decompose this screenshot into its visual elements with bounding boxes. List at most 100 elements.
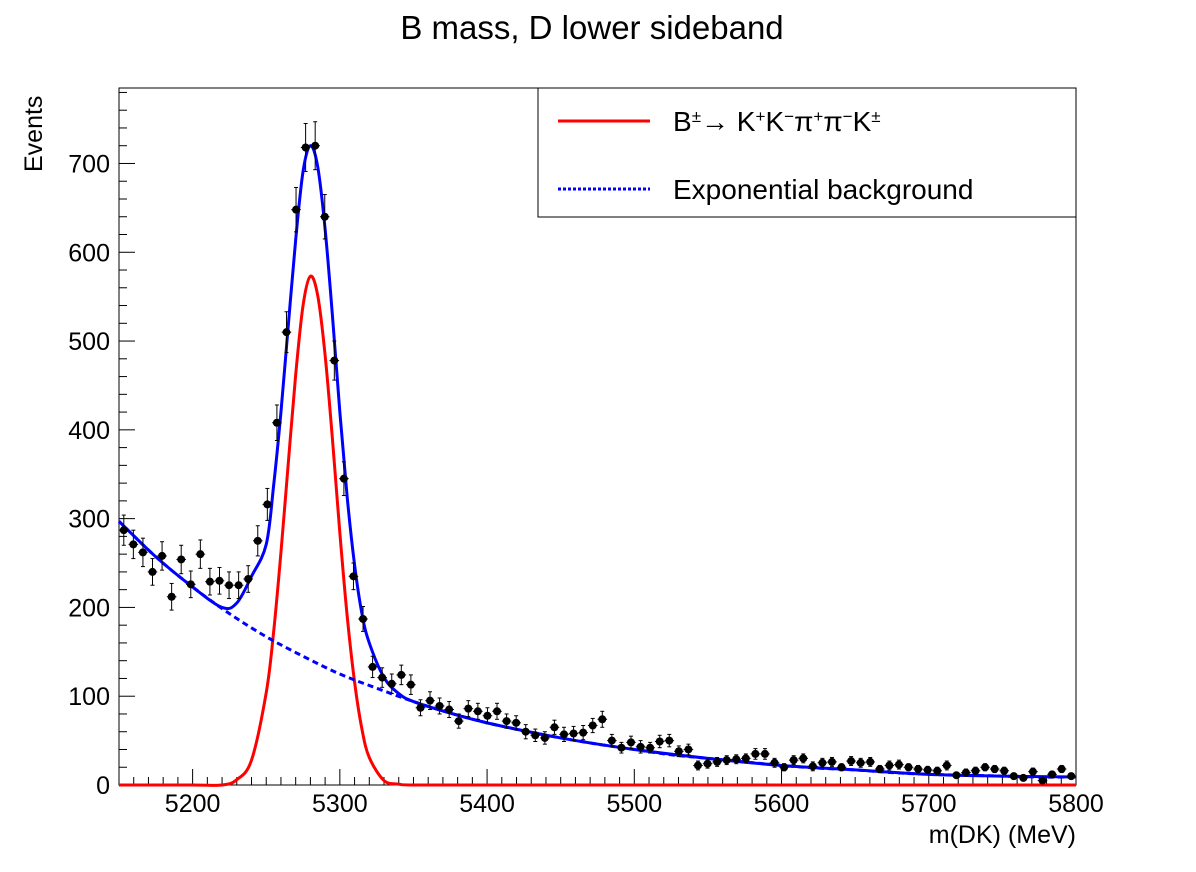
data-point	[310, 121, 320, 171]
data-point	[970, 766, 981, 775]
data-point	[846, 756, 856, 766]
data-point	[425, 691, 435, 711]
data-point	[674, 745, 684, 758]
data-point	[473, 702, 483, 720]
data-point	[568, 725, 579, 742]
legend-label: B±→ K+K−π+π−K±	[673, 106, 881, 137]
signal-curve	[118, 274, 1076, 787]
data-point	[1028, 767, 1038, 776]
data-point	[176, 544, 186, 575]
data-point	[396, 664, 407, 686]
data-point	[501, 713, 512, 729]
data-point	[635, 740, 646, 754]
x-tick-label: 5200	[165, 790, 221, 818]
data-point	[492, 702, 502, 720]
data-point	[741, 753, 751, 764]
data-point	[415, 699, 426, 717]
data-point	[185, 570, 196, 599]
legend-entry: B±→ K+K−π+π−K±	[558, 106, 881, 137]
data-point	[817, 757, 828, 768]
data-point	[932, 766, 943, 775]
x-tick-label: 5400	[459, 790, 515, 818]
data-point	[1009, 772, 1019, 781]
data-point	[540, 731, 550, 745]
legend-entry: Exponential background	[558, 174, 973, 205]
data-point	[272, 404, 282, 441]
data-point	[913, 764, 923, 774]
data-point	[205, 567, 215, 596]
data-point	[961, 768, 971, 777]
data-point	[626, 735, 636, 750]
x-tick-label: 5800	[1048, 790, 1104, 818]
data-point	[1018, 773, 1029, 782]
y-tick-label: 100	[68, 683, 110, 711]
data-point	[195, 539, 206, 569]
data-point	[319, 194, 330, 240]
data-point	[1047, 770, 1057, 779]
data-point	[942, 760, 952, 771]
data-point	[224, 571, 234, 600]
data-point	[721, 755, 732, 766]
y-tick-label: 500	[68, 328, 110, 356]
data-point	[128, 529, 139, 560]
data-point	[262, 487, 273, 521]
data-point	[855, 757, 866, 768]
data-point	[836, 763, 847, 772]
data-point	[999, 766, 1010, 775]
data-point	[587, 717, 598, 734]
data-point	[511, 715, 521, 731]
data-point	[731, 754, 742, 765]
legend-box	[537, 87, 1077, 218]
y-tick-label: 0	[96, 772, 110, 800]
data-point	[702, 758, 713, 769]
data-point	[233, 571, 244, 600]
data-point	[444, 701, 454, 719]
data-point	[138, 537, 148, 568]
x-tick-label: 5600	[754, 790, 810, 818]
data-point	[989, 764, 1000, 774]
data-point	[683, 743, 694, 756]
data-point	[750, 748, 761, 760]
data-point	[559, 726, 569, 742]
x-tick-label: 5300	[312, 790, 368, 818]
data-point	[1037, 776, 1048, 785]
data-point	[597, 710, 608, 728]
data-point	[463, 700, 474, 718]
data-point	[693, 760, 703, 771]
data-point	[482, 707, 493, 725]
total-fit-curve	[117, 144, 1077, 779]
data-point	[348, 562, 359, 591]
data-point	[434, 697, 445, 715]
axis-ticks: 5200 5300 5400 5500 5600 5700 5800 0 100 200 300 40…	[68, 91, 1104, 818]
data-point	[616, 741, 627, 754]
data-point	[798, 753, 809, 764]
y-tick-label: 600	[68, 239, 110, 267]
legend: B±→ K+K−π+π−K± Exponential background	[537, 87, 1077, 218]
data-point	[760, 748, 770, 760]
data-point	[903, 763, 914, 772]
data-point	[865, 756, 876, 767]
data-point	[453, 713, 464, 729]
data-point	[252, 525, 263, 557]
data-point	[377, 667, 387, 688]
data-point	[157, 541, 167, 571]
data-point	[1066, 772, 1076, 781]
data-point	[578, 725, 588, 741]
data-point	[980, 763, 990, 772]
y-axis-label: Events	[20, 96, 48, 172]
y-tick-label: 300	[68, 506, 110, 534]
data-point	[291, 186, 301, 233]
data-point	[884, 760, 895, 771]
data-point	[243, 565, 253, 593]
data-point	[386, 673, 397, 695]
data-point	[339, 461, 349, 497]
fit-curves	[117, 144, 1077, 787]
data-point	[875, 764, 885, 774]
y-tick-label: 200	[68, 594, 110, 622]
data-point	[329, 340, 340, 381]
data-point	[654, 734, 665, 749]
data-point	[827, 756, 837, 767]
data-point	[894, 759, 904, 770]
data-point	[788, 755, 799, 766]
